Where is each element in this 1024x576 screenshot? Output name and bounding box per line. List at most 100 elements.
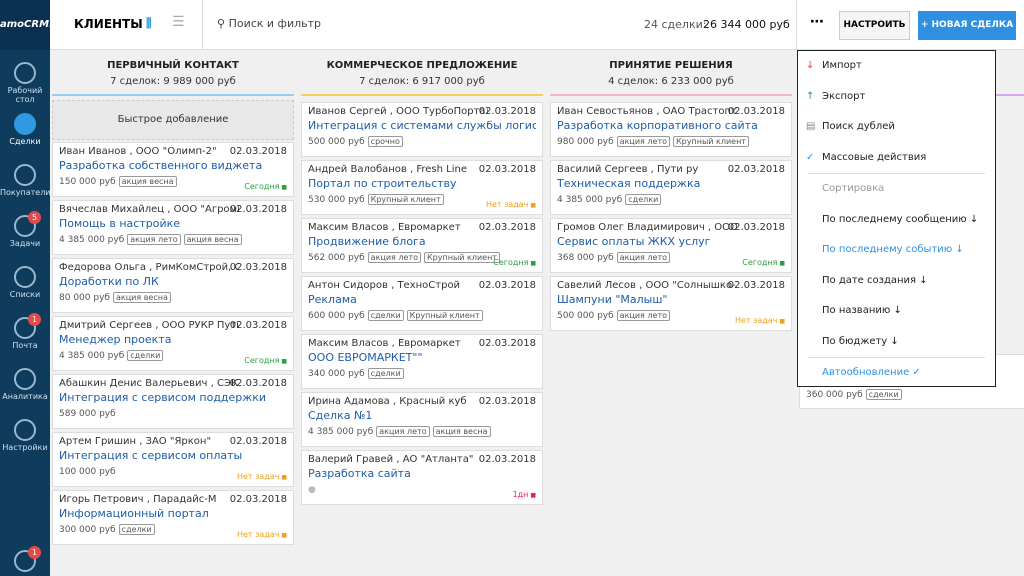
nav-label: Покупатели xyxy=(0,188,51,197)
contact: Иван Севостьянов , ОАО Трастопт xyxy=(557,106,737,117)
menu-text: Поиск дублей xyxy=(822,121,895,132)
nav-item[interactable]: Задачи 5 xyxy=(0,211,50,248)
contact: Абашкин Денис Валерьевич , СЭК ООО xyxy=(59,378,239,389)
more-menu[interactable]: ⋯ xyxy=(810,14,824,30)
search[interactable]: ⚲ Поиск и фильтр xyxy=(217,17,322,30)
sort-option[interactable]: По последнему сообщению ↓ xyxy=(798,205,995,236)
date: 02.03.2018 xyxy=(478,164,536,175)
deal-card[interactable]: Максим Власов , Евромаркет 02.03.2018 ООО … xyxy=(301,334,543,389)
deal-card[interactable]: Иван Севостьянов , ОАО Трастопт 02.03.201… xyxy=(550,102,792,157)
deal-card[interactable]: Ирина Адамова , Красный куб 02.03.2018 Сде… xyxy=(301,392,543,447)
price: 589 000 руб xyxy=(59,409,116,419)
deal-name: Информационный портал xyxy=(59,507,209,520)
deal-meta: 360 000 руб сделки xyxy=(806,389,1024,400)
column: ПРИНЯТИЕ РЕШЕНИЯ 4 сделок: 6 233 000 руб И… xyxy=(550,50,792,334)
contact: Артем Гришин , ЗАО "Яркон" xyxy=(59,436,212,447)
sort-option[interactable]: По бюджету ↓ xyxy=(798,327,995,358)
nav-item[interactable]: Настройки xyxy=(0,419,50,452)
deal-name: Интеграция с сервисом оплаты xyxy=(59,449,243,462)
deal-card[interactable]: Вячеслав Михайлец , ООО "Агромир" 02.03.2… xyxy=(52,200,294,255)
deal-card[interactable]: Артем Гришин , ЗАО "Яркон" 02.03.2018 Инте… xyxy=(52,432,294,487)
tag: акция лето xyxy=(127,234,181,245)
nav-badge: 1 xyxy=(28,313,41,326)
sort-option[interactable]: По названию ↓ xyxy=(798,296,995,327)
deal-meta: 100 000 руб xyxy=(59,467,287,477)
dot: ● xyxy=(308,485,316,495)
menu-item[interactable]: ↓ Импорт xyxy=(798,51,995,82)
menu-icon: ▤ xyxy=(806,121,816,132)
nav-icon xyxy=(14,164,36,186)
column-title: КОММЕРЧЕСКОЕ ПРЕДЛОЖЕНИЕ xyxy=(326,60,518,71)
price: 340 000 руб xyxy=(308,369,365,379)
menu-item[interactable]: ✓ Массовые действия xyxy=(798,143,995,174)
nav-icon xyxy=(14,317,36,339)
list-view[interactable]: ☰ xyxy=(172,14,185,30)
deal-name: Интеграция с системами службы логистики xyxy=(308,119,536,132)
tag: Крупный клиент xyxy=(424,252,500,263)
tag: Крупный клиент xyxy=(673,136,749,147)
tag: сделки xyxy=(367,310,404,321)
price: 80 000 руб xyxy=(59,293,110,303)
deal-card[interactable]: Василий Сергеев , Пути ру 02.03.2018 Техни… xyxy=(550,160,792,215)
deal-card[interactable]: Антон Сидоров , ТехноСтрой 02.03.2018 Рекл… xyxy=(301,276,543,331)
autoupdate[interactable]: Автообновление ✓ xyxy=(798,358,995,389)
sort-text: По дате создания xyxy=(822,274,917,286)
status: 1дн ■ xyxy=(512,490,536,499)
date: 02.03.2018 xyxy=(229,436,287,447)
contact: Валерий Гравей , АО "Атланта" xyxy=(308,454,474,465)
deal-card[interactable]: Абашкин Денис Валерьевич , СЭК ООО02.03.… xyxy=(52,374,294,429)
price: 300 000 руб xyxy=(59,525,116,535)
tag: сделки xyxy=(865,389,902,400)
deal-card[interactable]: Громов Олег Владимирович , ООО ЖилСтройС… xyxy=(550,218,792,273)
status-dot: ■ xyxy=(528,492,536,499)
new-deal-button[interactable]: + НОВАЯ СДЕЛКА xyxy=(918,11,1016,40)
price: 530 000 руб xyxy=(308,195,365,205)
contact: Антон Сидоров , ТехноСтрой xyxy=(308,280,461,291)
menu-item[interactable]: ↑ Экспорт xyxy=(798,82,995,113)
price: 562 000 руб xyxy=(308,253,365,263)
date: 02.03.2018 xyxy=(229,378,287,389)
sort-option[interactable]: По последнему событию ↓ xyxy=(798,235,995,266)
deal-name: Продвижение блога xyxy=(308,235,426,248)
nav-item[interactable]: Покупатели xyxy=(0,164,51,197)
deal-meta: 340 000 руб сделки xyxy=(308,368,536,379)
price: 360 000 руб xyxy=(806,390,863,400)
separator xyxy=(808,173,985,174)
deal-card[interactable]: Валерий Гравей , АО "Атланта" 02.03.2018 Р… xyxy=(301,450,543,505)
status-dot: ■ xyxy=(777,260,785,267)
quick-add[interactable]: Быстрое добавление xyxy=(52,100,294,140)
deal-name: Техническая поддержка xyxy=(557,177,701,190)
deal-card[interactable]: Иванов Сергей , ООО ТурбоПортал 02.03.201… xyxy=(301,102,543,157)
nav-item[interactable]: Рабочий стол xyxy=(0,62,50,104)
contact: Иванов Сергей , ООО ТурбоПортал xyxy=(308,106,488,117)
deal-card[interactable]: Иван Иванов , ООО "Олимп-2" 02.03.2018 Раз… xyxy=(52,142,294,197)
status: Сегодня ■ xyxy=(493,258,536,267)
menu-item[interactable]: ▤ Поиск дублей xyxy=(798,112,995,143)
deal-name: Реклама xyxy=(308,293,357,306)
sort-title: Сортировка xyxy=(822,183,885,194)
deal-name: Менеджер проекта xyxy=(59,333,172,346)
price: 600 000 руб xyxy=(308,311,365,321)
contact: Федорова Ольга , РимКомСтрой, ООО xyxy=(59,262,239,273)
nav-item[interactable]: Списки xyxy=(0,266,50,299)
deal-card[interactable]: Игорь Петрович , Парадайс-М 02.03.2018 Инф… xyxy=(52,490,294,545)
settings-button[interactable]: НАСТРОИТЬ xyxy=(839,11,910,40)
tag: сделки xyxy=(118,524,155,535)
pipeline-view[interactable]: ⫼ xyxy=(146,16,152,30)
deal-name: Разработка собственного виджета xyxy=(59,159,263,172)
nav-item[interactable]: Аналитика xyxy=(0,368,50,401)
nav-icon xyxy=(14,266,36,288)
deal-card[interactable]: Федорова Ольга , РимКомСтрой, ООО 02.03.2… xyxy=(52,258,294,313)
nav-item[interactable]: Почта 1 xyxy=(0,313,50,350)
deal-card[interactable]: Андрей Валобанов , Fresh Line 02.03.2018 П… xyxy=(301,160,543,215)
sort-option[interactable]: По дате создания ↓ xyxy=(798,266,995,297)
deal-card[interactable]: Дмитрий Сергеев , ООО РУКР Пути ру 02.03.… xyxy=(52,316,294,371)
deal-card[interactable]: Савелий Лесов , ООО "Солнышко-2" 02.03.20… xyxy=(550,276,792,331)
tag: акция весна xyxy=(183,234,242,245)
deal-card[interactable]: Максим Власов , Евромаркет 02.03.2018 Прод… xyxy=(301,218,543,273)
deal-meta: 300 000 руб сделки xyxy=(59,524,287,535)
chat[interactable]: 1 xyxy=(0,546,50,574)
contact: Савелий Лесов , ООО "Солнышко-2" xyxy=(557,280,737,291)
nav-item[interactable]: Сделки xyxy=(0,113,50,146)
column-header: КОММЕРЧЕСКОЕ ПРЕДЛОЖЕНИЕ 7 сделок: 6 917 … xyxy=(301,50,543,96)
